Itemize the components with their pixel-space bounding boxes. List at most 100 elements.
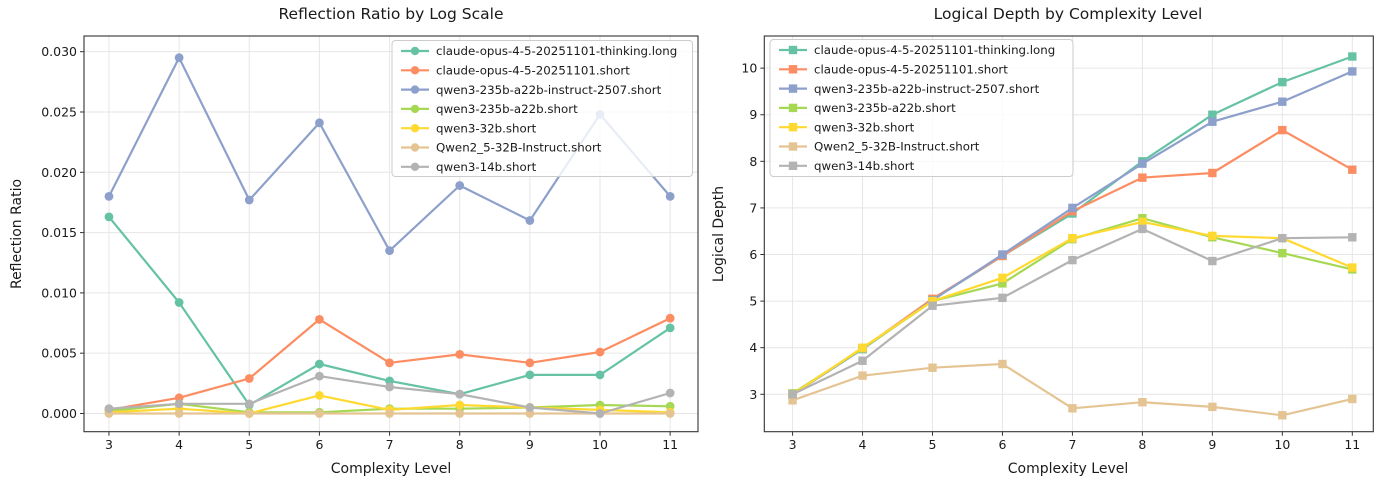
legend-label: qwen3-235b-a22b-instruct-2507.short [814,82,1040,96]
legend-marker [788,65,798,74]
y-tick-label: 6 [749,247,757,262]
x-tick-label: 10 [1274,437,1290,452]
data-point [998,293,1007,303]
data-point [998,359,1007,369]
x-tick-label: 11 [662,437,678,452]
legend-marker [410,46,420,56]
legend-marker [788,123,798,132]
y-tick-label: 0.020 [41,165,77,180]
legend-label: qwen3-235b-a22b-instruct-2507.short [436,83,662,97]
y-tick-label: 7 [749,200,757,215]
chart-reflection-ratio: 3 4 5 6 7 8 9 10 11 0.000 0.005 0.010 0.015 0.020 0.02… [41,35,699,452]
data-point [1138,217,1147,227]
y-tick-label: 0.010 [41,285,77,300]
plot-border [763,35,1374,433]
x-tick-label: 3 [105,437,113,452]
data-point [455,349,465,359]
data-point [174,298,184,307]
legend-label: Qwen2_5-32B-Instruct.short [814,140,980,154]
x-tick-label: 4 [859,437,867,452]
data-point [858,356,867,365]
data-point [665,401,675,411]
legend-label: qwen3-32b.short [814,120,915,134]
data-point [928,301,937,310]
x-tick-label: 6 [998,437,1006,452]
legend-marker [410,143,420,152]
data-point [315,390,324,400]
data-point [174,393,184,403]
legend-marker [410,162,420,171]
x-tick-label: 5 [245,437,253,452]
x-tick-label: 4 [175,437,183,452]
data-point [595,409,605,418]
data-point [788,396,797,405]
data-point [788,390,797,399]
plot-border [83,35,699,433]
data-point [1068,404,1077,413]
data-point [104,192,114,201]
data-point [1208,256,1217,266]
legend-marker [410,66,420,75]
data-point [455,400,465,410]
data-point [315,409,324,418]
data-point [595,370,605,380]
data-point [315,359,324,369]
data-point [1138,159,1147,168]
data-point [525,370,535,380]
data-point [525,216,535,225]
legend-label: claude-opus-4-5-20251101-thinking.long [436,44,677,58]
y-tick-label: 0.030 [41,44,77,59]
data-point [525,403,535,412]
data-point [1208,117,1217,126]
legend-label: qwen3-14b.short [436,160,537,174]
legend-marker [788,142,798,151]
data-point [455,409,465,418]
data-point [104,212,114,222]
data-point [858,343,867,352]
x-tick-label: 8 [456,437,464,452]
data-point [1138,224,1147,234]
left-chart-yaxis-label: Reflection Ratio [9,178,25,290]
x-tick-label: 7 [1068,437,1076,452]
legend-marker [410,85,420,94]
data-point [665,323,675,333]
data-point [858,371,867,380]
data-point [998,250,1007,259]
data-point [525,409,535,418]
data-point [244,195,254,205]
data-point [174,53,184,63]
data-point [385,358,394,368]
data-point [998,279,1007,288]
data-point [665,409,675,418]
data-point [244,374,254,383]
data-point [1208,231,1217,241]
legend-box [769,39,1074,177]
legend-label: qwen3-235b-a22b.short [436,102,578,116]
x-tick-label: 9 [526,437,534,452]
data-point [665,313,675,323]
data-point [1278,248,1287,258]
data-point [315,118,324,128]
y-tick-label: 0.005 [41,346,77,361]
legend: claude-opus-4-5-20251101-thinking.long cl… [391,40,693,177]
data-point [174,409,184,418]
legend-marker [788,161,798,170]
data-point [665,388,675,398]
right-chart-yaxis-label: Logical Depth [711,185,727,283]
data-point [525,358,535,368]
data-point [1208,168,1217,178]
legend-label: claude-opus-4-5-20251101.short [436,64,630,78]
data-point [1138,398,1147,407]
x-tick-label: 11 [1344,437,1360,452]
data-point [1278,234,1287,243]
data-point [1068,255,1077,265]
data-point [315,371,324,381]
legend-marker [788,45,798,55]
y-tick-label: 5 [749,294,757,309]
chart-logical-depth: 3 4 5 6 7 8 9 10 11 3 4 5 6 7 8 9 10 claude-opus-4-5-2025… [741,35,1374,452]
data-point [1278,125,1287,135]
y-tick-label: 9 [749,107,757,122]
data-point [1348,394,1357,404]
left-chart-title: Reflection Ratio by Log Scale [278,5,504,23]
data-point [1138,173,1147,182]
